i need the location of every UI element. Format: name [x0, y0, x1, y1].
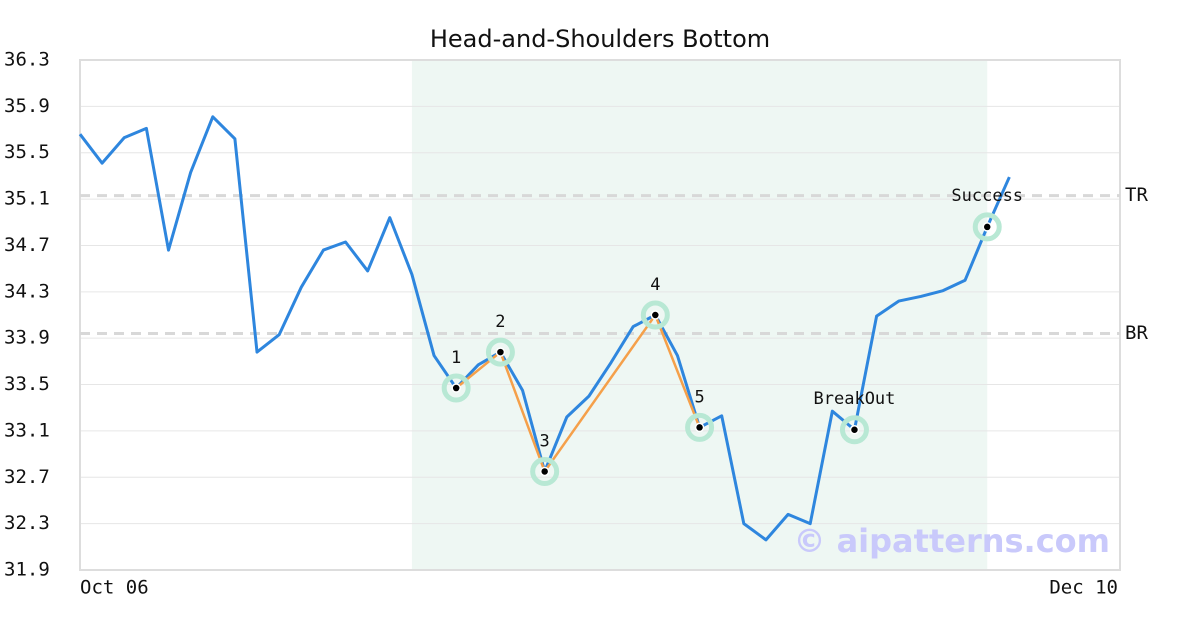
- reference-label: TR: [1125, 184, 1148, 206]
- pattern-point-dot: [650, 310, 661, 320]
- y-tick-label: 34.7: [4, 234, 50, 256]
- chart-title: Head-and-Shoulders Bottom: [430, 25, 770, 53]
- event-point-label: BreakOut: [814, 389, 896, 409]
- event-point-halo: [972, 212, 1002, 242]
- y-tick-label: 35.9: [4, 95, 50, 117]
- y-tick-label: 33.5: [4, 373, 50, 395]
- event-point-dot: [849, 425, 860, 435]
- x-tick-label: Oct 06: [80, 577, 149, 599]
- pattern-point-dot: [495, 347, 506, 357]
- event-point-halo: [839, 415, 869, 445]
- pattern-point-halo: [441, 373, 471, 403]
- y-tick-label: 35.1: [4, 188, 50, 210]
- event-point-label: Success: [951, 186, 1023, 206]
- pattern-point-halo: [640, 300, 670, 330]
- pattern-point-label: 3: [540, 431, 550, 451]
- pattern-point-dot: [539, 466, 550, 477]
- y-tick-label: 32.7: [4, 466, 50, 488]
- pattern-point-label: 4: [650, 275, 660, 295]
- pattern-point-label: 2: [495, 312, 505, 332]
- pattern-point-dot: [451, 383, 461, 393]
- y-tick-label: 33.1: [4, 419, 50, 441]
- y-tick-label: 34.3: [4, 280, 50, 302]
- event-point-dot: [982, 222, 992, 232]
- pattern-point-dot: [694, 422, 705, 433]
- y-tick-label: 33.9: [4, 327, 50, 349]
- y-tick-label: 31.9: [4, 559, 50, 581]
- pattern-point-halo: [485, 337, 515, 367]
- pattern-point-halo: [530, 456, 560, 486]
- y-tick-label: 36.3: [4, 49, 50, 71]
- pattern-point-label: 1: [451, 348, 461, 368]
- pattern-point-halo: [685, 412, 715, 442]
- y-tick-label: 35.5: [4, 141, 50, 163]
- pattern-region: [411, 60, 988, 570]
- pattern-point-label: 5: [694, 387, 704, 407]
- plot-frame: [79, 59, 1121, 571]
- reference-label: BR: [1125, 322, 1148, 344]
- watermark: © aipatterns.com: [793, 522, 1110, 560]
- x-tick-label: Dec 10: [1049, 577, 1118, 599]
- y-tick-label: 32.3: [4, 512, 50, 534]
